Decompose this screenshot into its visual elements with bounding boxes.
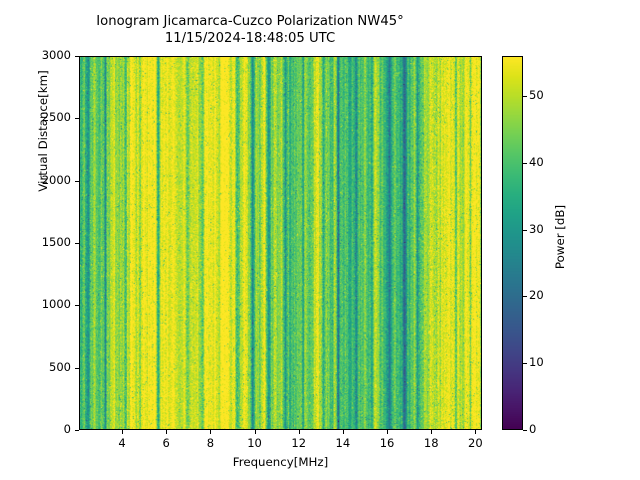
colorbar [502,56,523,430]
colorbar-tick-label-20: 20 [529,288,544,303]
x-tick-label-6: 6 [162,436,170,450]
y-tick-label-1500: 1500 [41,235,71,249]
colorbar-tick-0 [523,430,527,431]
y-tick-3000 [75,56,79,57]
colorbar-tick-label-40: 40 [529,154,544,169]
x-tick-12 [298,430,300,434]
y-tick-0 [75,430,79,431]
x-tick-label-16: 16 [379,436,395,450]
colorbar-tick-label-10: 10 [529,355,544,370]
ionogram-heatmap-canvas [80,57,481,429]
x-tick-8 [210,430,212,434]
colorbar-tick-20 [523,296,527,298]
y-tick-label-1000: 1000 [41,297,71,312]
colorbar-tick-label-50: 50 [529,88,544,103]
y-tick-1500 [75,243,79,244]
x-tick-6 [166,430,168,434]
colorbar-tick-label-0: 0 [529,422,537,436]
x-tick-10 [254,430,256,434]
x-tick-label-8: 8 [206,436,215,450]
y-tick-label-3000: 3000 [41,48,71,62]
colorbar-tick-50 [523,96,527,98]
y-tick-label-500: 500 [49,359,71,374]
y-tick-label-2500: 2500 [41,110,71,125]
x-tick-label-10: 10 [247,436,262,450]
colorbar-label: Power [dB] [553,204,567,270]
y-axis-label: Virtual Distance[km] [36,70,50,192]
x-tick-label-12: 12 [291,436,307,450]
colorbar-tick-40 [523,162,527,164]
x-tick-label-14: 14 [335,436,351,450]
page-title: Ionogram Jicamarca-Cuzco Polarization NW… [96,14,404,46]
x-tick-14 [342,430,344,434]
colorbar-gradient [503,57,522,429]
x-tick-4 [122,430,124,434]
heatmap-plot-area [79,56,482,430]
x-tick-label-20: 20 [468,436,483,450]
y-tick-1000 [75,305,79,307]
y-tick-label-2000: 2000 [41,172,71,187]
colorbar-tick-label-30: 30 [529,221,544,236]
y-tick-label-0: 0 [63,422,71,436]
x-tick-label-4: 4 [118,436,126,450]
x-axis-label: Frequency[MHz] [232,455,329,469]
x-tick-20 [475,430,477,434]
y-tick-2500 [75,118,79,120]
x-tick-18 [431,430,433,434]
x-tick-label-18: 18 [423,436,439,450]
y-tick-2000 [75,180,79,182]
x-tick-16 [387,430,389,434]
colorbar-tick-30 [523,229,527,231]
y-tick-500 [75,367,79,369]
colorbar-tick-10 [523,363,527,365]
